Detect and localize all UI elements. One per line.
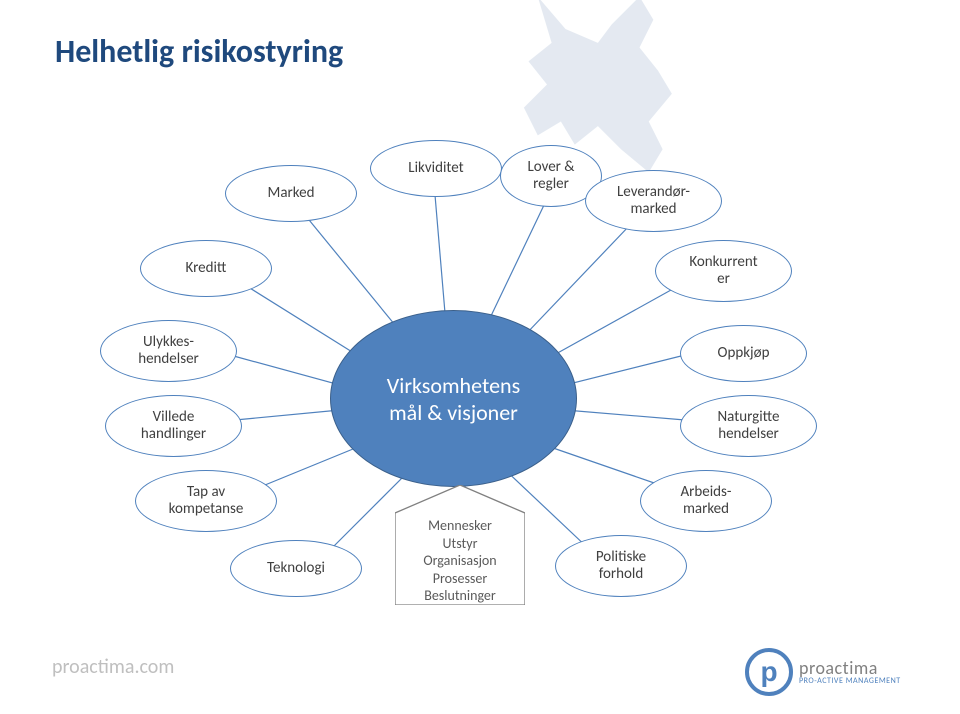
node-label: Politiske forhold xyxy=(596,549,646,584)
node-label: Naturgitte hendelser xyxy=(718,409,780,444)
node-villede: Villede handlinger xyxy=(105,395,242,457)
node-teknologi: Teknologi xyxy=(230,540,362,597)
center-oval: Virksomhetens mål & visjoner xyxy=(330,310,577,487)
node-ulykkes: Ulykkes- hendelser xyxy=(100,320,237,382)
node-oppkjop: Oppkjøp xyxy=(680,325,807,382)
node-label: Tap av kompetanse xyxy=(169,484,244,519)
node-label: Kreditt xyxy=(186,260,227,277)
node-politiske: Politiske forhold xyxy=(555,535,687,597)
node-likviditet: Likviditet xyxy=(370,140,502,197)
node-marked: Marked xyxy=(225,165,357,222)
node-arbeids: Arbeids- marked xyxy=(640,470,772,532)
node-label: Arbeids- marked xyxy=(680,484,731,519)
node-label: Ulykkes- hendelser xyxy=(138,334,199,369)
node-naturgitte: Naturgitte hendelser xyxy=(680,395,817,457)
node-konkurrent: Konkurrent er xyxy=(655,240,792,302)
center-oval-label: Virksomhetens mål & visjoner xyxy=(387,372,520,426)
node-tap-komp: Tap av kompetanse xyxy=(135,470,277,532)
pentagon-label: Mennesker Utstyr Organisasjon Prosesser … xyxy=(395,517,525,605)
node-leverandor: Leverandør- marked xyxy=(585,170,722,232)
node-kreditt: Kreditt xyxy=(140,240,272,297)
node-label: Oppkjøp xyxy=(718,345,770,362)
node-label: Villede handlinger xyxy=(141,409,206,444)
node-label: Marked xyxy=(268,185,315,202)
node-label: Teknologi xyxy=(267,560,325,577)
node-label: Konkurrent er xyxy=(689,254,757,289)
node-label: Lover & regler xyxy=(527,159,574,194)
node-label: Likviditet xyxy=(408,160,463,177)
node-label: Leverandør- marked xyxy=(617,184,690,219)
